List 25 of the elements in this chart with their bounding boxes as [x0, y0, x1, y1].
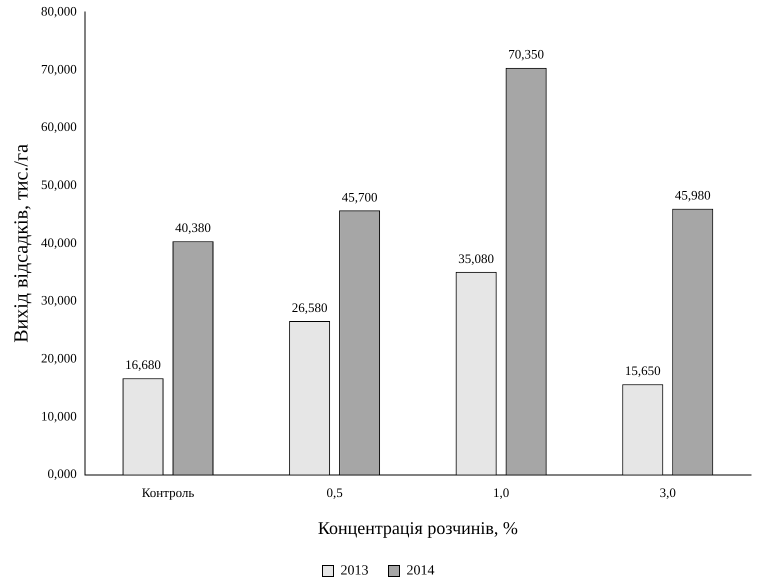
y-tick-label: 10,000 [41, 408, 77, 424]
legend-label: 2014 [406, 564, 434, 579]
y-tick-label: 80,000 [41, 3, 77, 18]
data-label: 45,700 [342, 189, 378, 204]
data-label: 15,650 [624, 363, 661, 378]
y-tick-label: 40,000 [41, 234, 77, 250]
data-label: 16,680 [125, 357, 161, 372]
y-tick-label: 70,000 [41, 61, 77, 76]
data-label: 70,350 [508, 46, 544, 62]
y-axis-title: Вихід відсадків, тис./га [10, 144, 32, 343]
data-label: 35,080 [458, 250, 494, 266]
legend-label: 2013 [340, 564, 368, 579]
data-label: 40,380 [175, 220, 211, 236]
x-tick-label: 3,0 [660, 485, 676, 500]
y-tick-label: 20,000 [41, 350, 77, 366]
x-tick-label: Контроль [142, 485, 194, 500]
y-tick-label: 30,000 [41, 292, 77, 308]
data-label: 45,980 [674, 188, 711, 203]
data-label: 26,580 [292, 300, 328, 315]
x-tick-label: 1,0 [493, 485, 510, 500]
y-tick-label: 50,000 [41, 176, 77, 192]
y-tick-label: 0,000 [48, 466, 77, 482]
y-tick-label: 60,000 [41, 119, 77, 134]
x-tick-label: 0,5 [326, 485, 343, 500]
x-axis-title: Концентрація розчинів, % [318, 518, 518, 538]
